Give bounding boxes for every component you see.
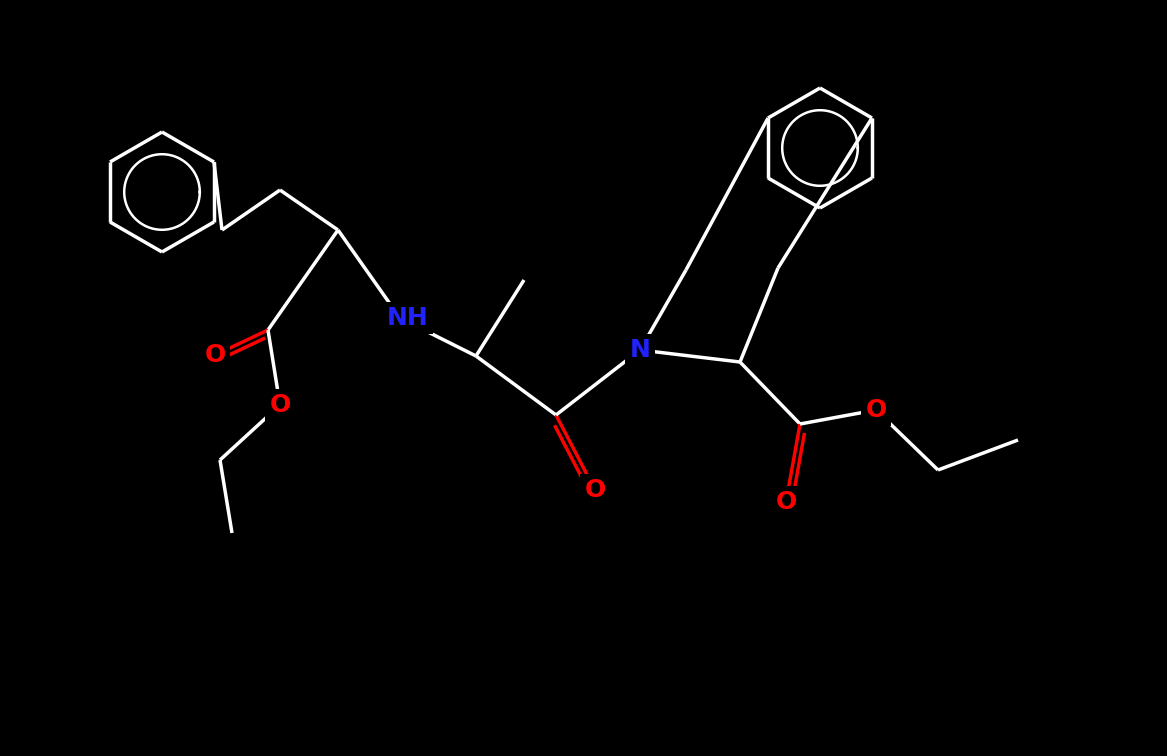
- Text: NH: NH: [387, 306, 429, 330]
- Text: O: O: [775, 490, 797, 514]
- Text: O: O: [204, 343, 225, 367]
- Text: N: N: [629, 338, 650, 362]
- Text: O: O: [866, 398, 887, 422]
- Text: O: O: [270, 393, 291, 417]
- Text: O: O: [585, 478, 606, 502]
